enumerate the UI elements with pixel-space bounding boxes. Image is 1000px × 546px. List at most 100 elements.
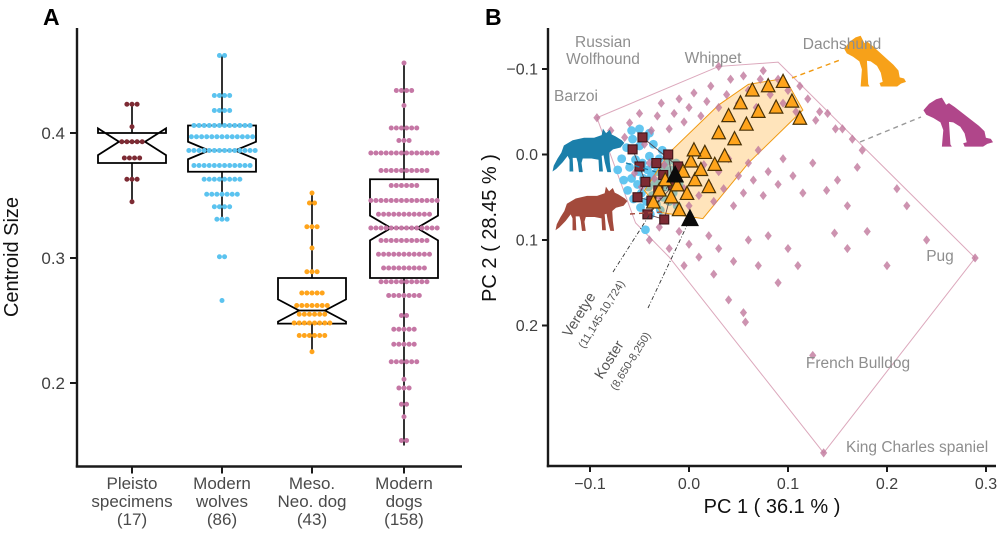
modern-wolves-point xyxy=(613,165,623,175)
modern-dogs-point xyxy=(381,211,387,217)
meso-neo-dogs-point xyxy=(309,290,315,296)
meso-neo-dogs-point xyxy=(317,320,323,326)
modern-wolves-point xyxy=(211,93,217,98)
meso-neo-dogs-point xyxy=(301,333,307,338)
pleistocene-specimens-point xyxy=(124,139,130,145)
modern-wolves-point xyxy=(237,163,243,168)
meso-neo-dogs-point xyxy=(651,181,668,197)
meso-neo-dogs-point xyxy=(312,200,318,206)
modern-wolves-point xyxy=(206,176,212,182)
modern-dogs-point xyxy=(398,183,404,188)
modern-wolves-point xyxy=(227,93,233,98)
modern-dogs-point xyxy=(853,162,861,172)
modern-dogs-point xyxy=(398,125,404,131)
group-label: (17) xyxy=(117,510,147,529)
modern-dogs-point xyxy=(414,125,420,131)
y-tick-label: 0.1 xyxy=(516,233,538,250)
modern-dogs-point xyxy=(383,279,389,285)
modern-dogs-point xyxy=(419,279,425,285)
pleistocene-specimens-point xyxy=(129,199,135,205)
modern-wolves-point xyxy=(188,134,194,140)
label-russian-wolfhound: Wolfhound xyxy=(566,51,640,68)
modern-wolves-point xyxy=(214,134,220,140)
modern-dogs-point xyxy=(685,102,693,113)
modern-dogs-point xyxy=(726,74,735,84)
modern-dogs-point xyxy=(398,401,404,407)
modern-dogs-point xyxy=(739,188,748,198)
modern-dogs-point xyxy=(383,150,389,156)
meso-neo-dogs-point xyxy=(671,201,687,217)
modern-dogs-point xyxy=(404,438,410,443)
label-koster-leader xyxy=(647,218,691,309)
modern-wolves-point xyxy=(247,148,253,153)
meso-neo-dogs-point xyxy=(669,176,685,192)
modern-dogs-point xyxy=(754,261,762,271)
modern-dogs-point xyxy=(657,98,665,108)
meso-neo-dogs-point xyxy=(720,107,737,123)
modern-wolves-point xyxy=(196,148,202,153)
meso-neo-dogs-point xyxy=(317,333,323,338)
modern-dogs-point xyxy=(393,279,399,285)
meso-neo-dogs-point xyxy=(775,73,791,89)
modern-dogs-point xyxy=(779,98,787,108)
modern-dogs-point xyxy=(434,198,440,203)
modern-dogs-point xyxy=(774,278,782,288)
modern-dogs-point xyxy=(406,138,412,143)
group-label: Modern xyxy=(375,474,433,493)
modern-dogs-point xyxy=(816,107,824,117)
magenta-dog-silhouette xyxy=(923,97,993,147)
modern-wolves-point xyxy=(222,148,228,153)
modern-dogs-point xyxy=(393,88,399,93)
pleistocene-specimens-point xyxy=(129,101,135,107)
pleistocene-specimens-point xyxy=(134,101,140,107)
modern-wolves-point xyxy=(227,148,233,153)
modern-dogs-point xyxy=(653,111,661,121)
pleistocene-specimens-point xyxy=(129,139,135,145)
modern-dogs-point xyxy=(411,211,417,217)
modern-dogs-point xyxy=(739,71,748,81)
meso-neo-dogs-point xyxy=(314,224,320,230)
modern-dogs-point xyxy=(707,81,715,91)
y-tick-label: 0.3 xyxy=(41,249,65,268)
modern-wolves-point xyxy=(247,163,253,168)
modern-dogs-point xyxy=(388,183,394,188)
modern-dogs-point xyxy=(421,251,427,257)
modern-wolves-point xyxy=(204,191,210,197)
modern-dogs-point xyxy=(406,293,412,298)
modern-dogs-point xyxy=(368,225,374,231)
meso-neo-dogs-point xyxy=(663,188,679,204)
modern-dogs-point xyxy=(843,243,851,254)
y-tick-label: 0.2 xyxy=(41,374,65,393)
modern-dogs-point xyxy=(414,359,420,365)
modern-dogs-point xyxy=(373,198,379,203)
meso-neo-dogs-point xyxy=(319,303,325,308)
modern-dogs-point xyxy=(630,168,639,178)
modern-dogs-point xyxy=(388,359,394,365)
modern-dogs-point xyxy=(424,168,430,173)
pleistocene-specimens-point xyxy=(663,149,674,160)
modern-dogs-point xyxy=(391,265,397,271)
modern-dogs-point xyxy=(670,108,678,119)
modern-wolves-point xyxy=(222,176,228,182)
meso-neo-dogs-point xyxy=(645,193,662,209)
modern-wolves-point xyxy=(191,148,197,153)
label-barzoi: Barzoi xyxy=(554,88,598,105)
modern-dogs-point xyxy=(796,81,804,91)
x-tick-label: 0.0 xyxy=(678,476,700,493)
pleistocene-network-line xyxy=(642,137,679,167)
x-tick-label: 0.1 xyxy=(777,476,799,493)
pleistocene-specimens-point xyxy=(627,144,638,155)
modern-dogs-point xyxy=(784,85,792,95)
modern-wolves-point xyxy=(627,126,636,135)
modern-dogs-point xyxy=(383,238,389,243)
modern-dogs-point xyxy=(419,225,425,231)
group-label: specimens xyxy=(91,492,172,511)
modern-dogs-point xyxy=(427,211,432,217)
modern-dogs-point xyxy=(419,198,425,203)
modern-wolves-point xyxy=(617,154,627,164)
meso-neo-dogs-point xyxy=(679,185,695,201)
modern-dogs-point xyxy=(406,265,412,271)
modern-wolves-point xyxy=(232,123,238,128)
pleistocene-specimens-point xyxy=(137,155,143,161)
pleistocene-specimens-point xyxy=(129,176,135,182)
